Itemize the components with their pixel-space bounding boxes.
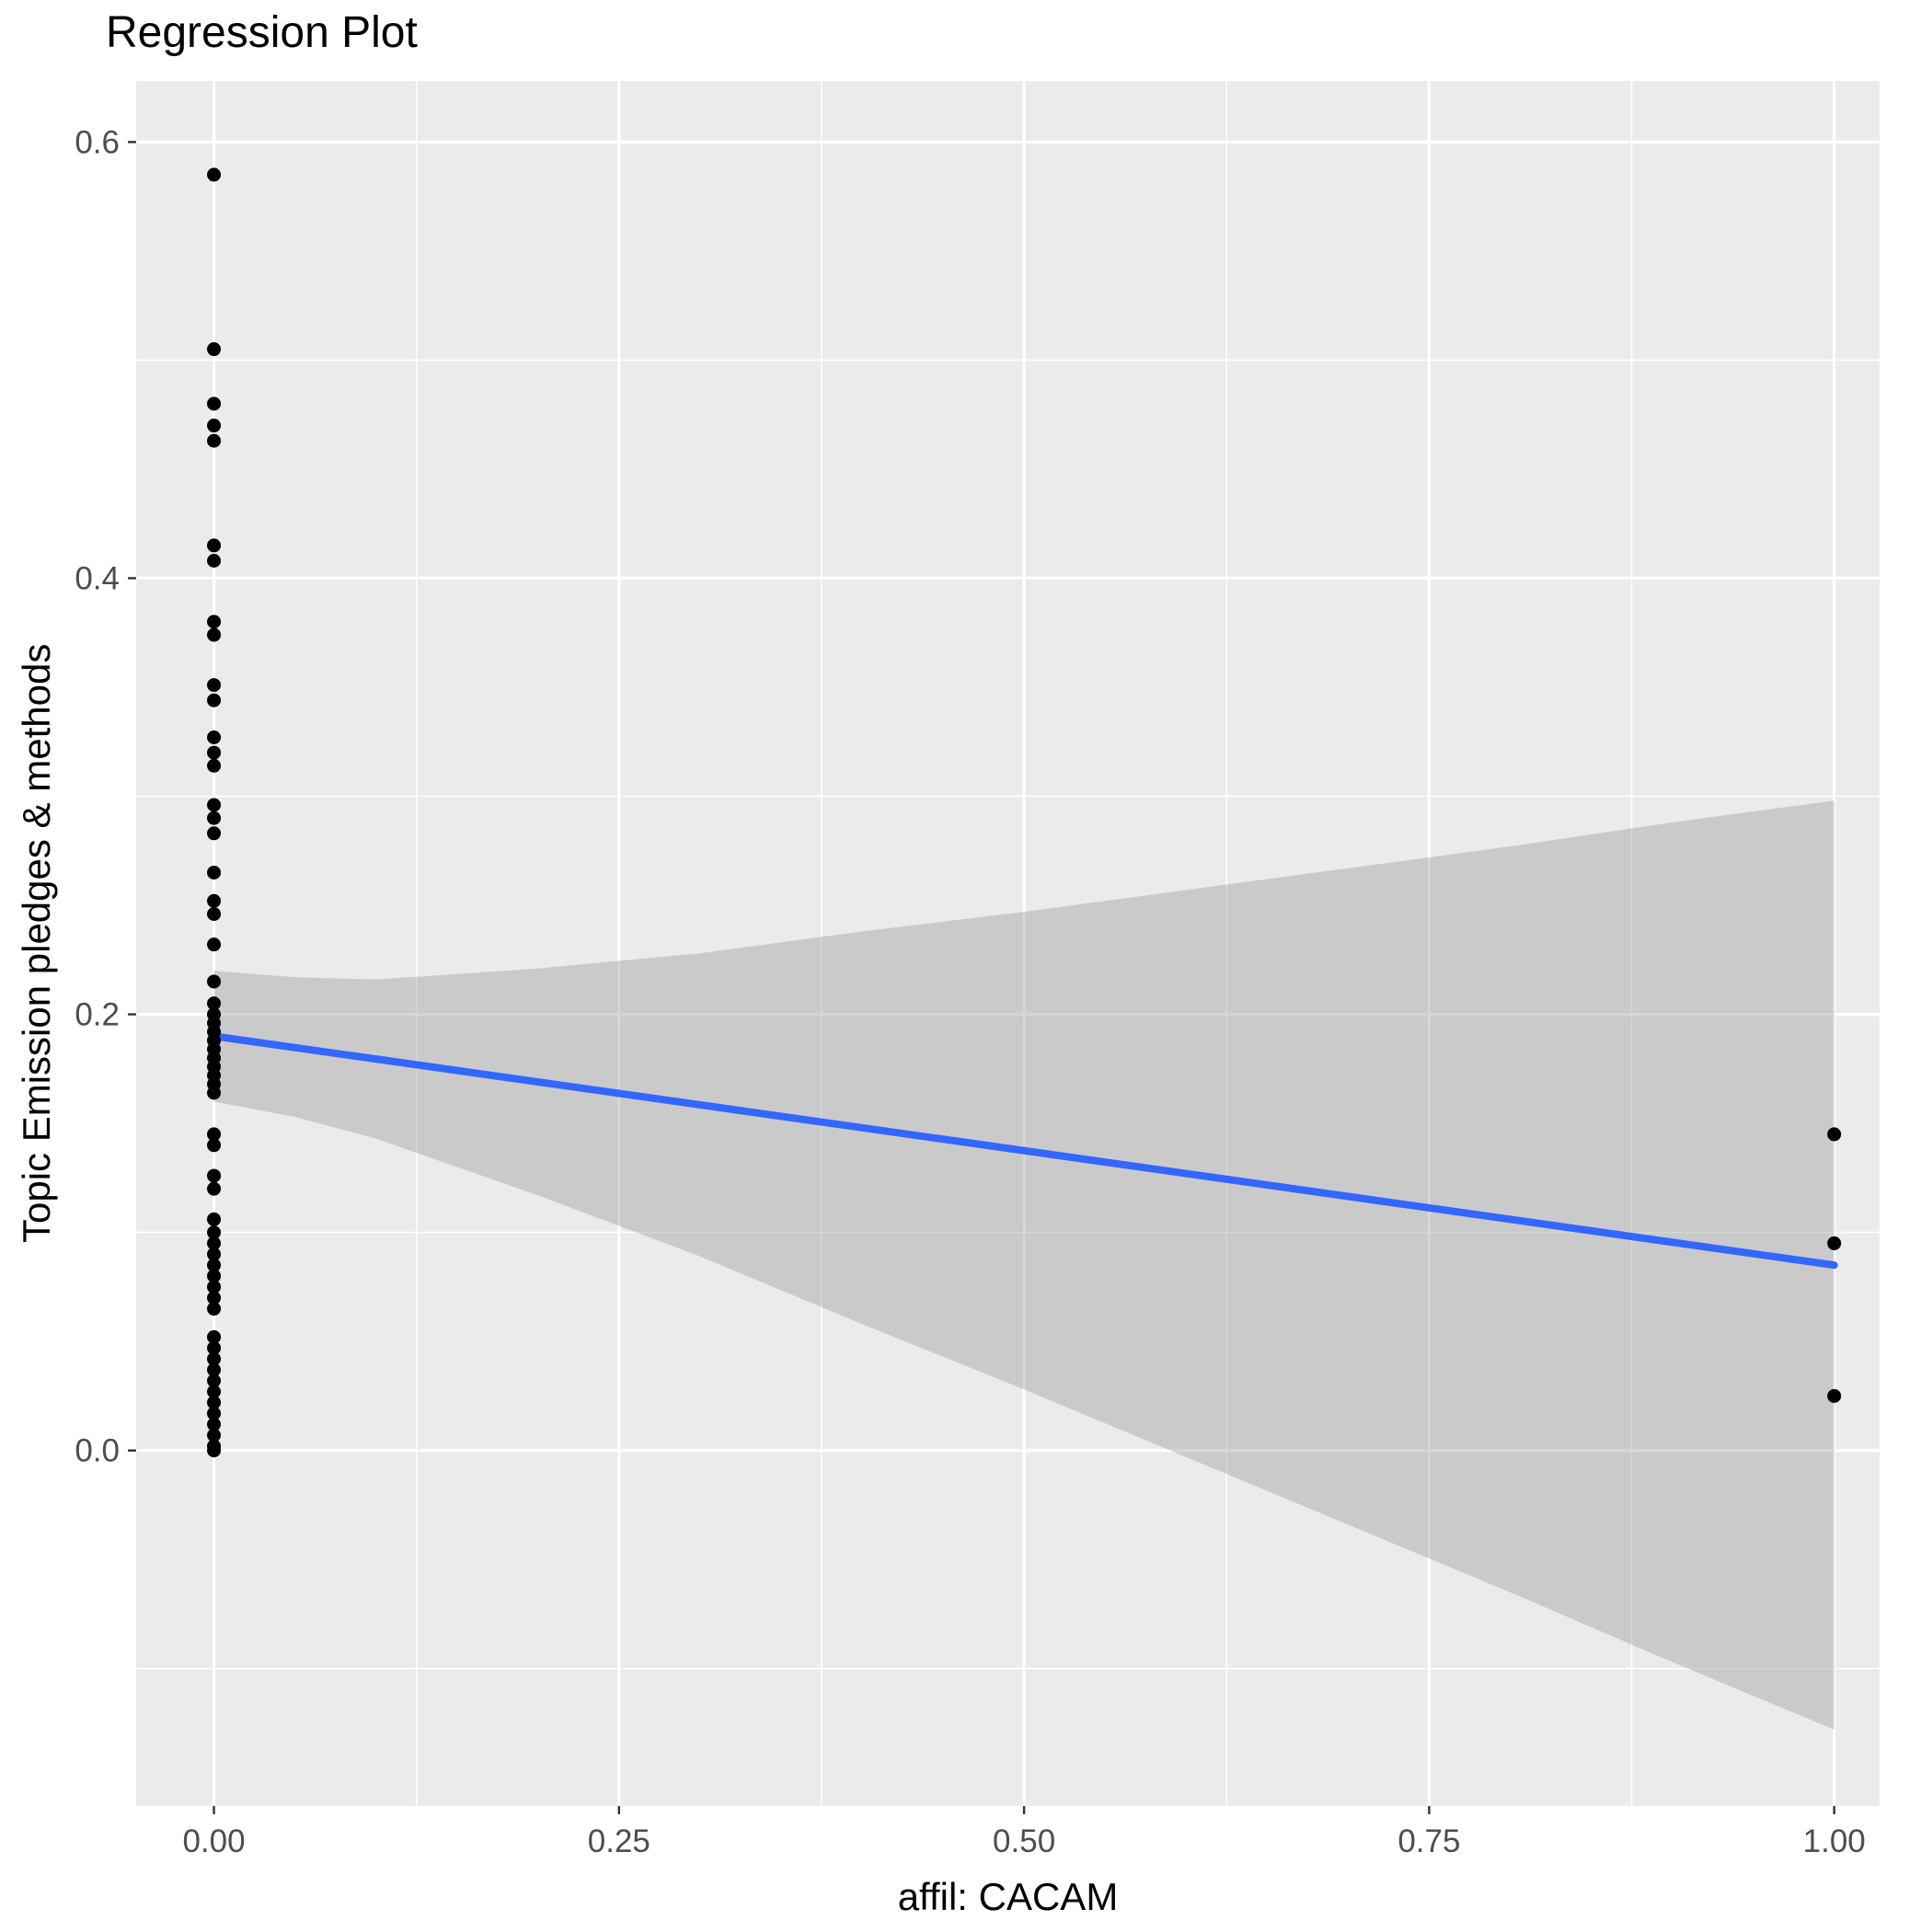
data-point [207,167,222,182]
data-point [207,811,222,825]
data-point [207,419,222,433]
gridlines-major [136,81,1880,1806]
data-point [207,627,222,642]
data-point [207,758,222,773]
scatter-points [207,167,1842,1458]
y-tick-label: 0.0 [75,1433,120,1469]
data-point [207,906,222,921]
data-point [207,974,222,989]
data-point [207,730,222,744]
data-point [207,538,222,553]
data-point [207,1363,222,1377]
data-point [207,1428,222,1443]
y-tick-label: 0.6 [75,124,120,160]
data-point [207,1086,222,1100]
x-tick-label: 0.75 [1397,1823,1460,1859]
data-point [207,865,222,880]
data-point [207,678,222,693]
data-point [1827,1388,1842,1403]
x-tick-label: 0.25 [588,1823,650,1859]
data-point [207,1212,222,1226]
data-point [1827,1127,1842,1142]
data-point [207,1385,222,1399]
data-point [207,1329,222,1344]
data-point [207,1395,222,1409]
data-point [207,1443,222,1458]
data-point [207,1280,222,1294]
data-point [1827,1236,1842,1250]
data-point [207,996,222,1011]
confidence-ribbon [213,800,1834,1731]
data-point [207,826,222,841]
data-point [207,553,222,568]
data-point [207,1406,222,1420]
data-point [207,745,222,760]
data-point [207,1291,222,1305]
x-tick-label: 0.00 [182,1823,245,1859]
data-point [207,1302,222,1317]
data-point [207,1258,222,1272]
y-tick-label: 0.4 [75,560,120,596]
data-point [207,1127,222,1142]
data-point [207,615,222,629]
data-point [207,1247,222,1261]
data-point [207,1340,222,1355]
x-tick-label: 1.00 [1803,1823,1866,1859]
gridlines-minor [136,81,1880,1806]
data-point [207,1351,222,1366]
plot-panel [136,81,1880,1806]
data-point [207,937,222,952]
data-point [207,1225,222,1240]
regression-line [210,1032,1838,1270]
x-axis-title: affil: CACAM [897,1875,1119,1918]
data-point [207,397,222,411]
chart-title: Regression Plot [106,8,418,57]
data-point [207,1374,222,1388]
x-tick-label: 0.50 [993,1823,1055,1859]
data-point [207,1417,222,1432]
axis-tick-labels: 0.00 0.25 0.50 0.75 1.00 0.0 0.2 0.4 0.6 [75,124,1865,1859]
data-point [207,433,222,448]
data-point [207,693,222,707]
data-point [207,798,222,812]
data-point [207,1269,222,1283]
data-point [207,1168,222,1183]
data-point [207,893,222,908]
data-point [207,342,222,357]
y-tick-label: 0.2 [75,997,120,1033]
axis-ticks [128,141,1835,1814]
data-point [207,1138,222,1153]
data-point [207,1181,222,1196]
data-point [207,1236,222,1250]
